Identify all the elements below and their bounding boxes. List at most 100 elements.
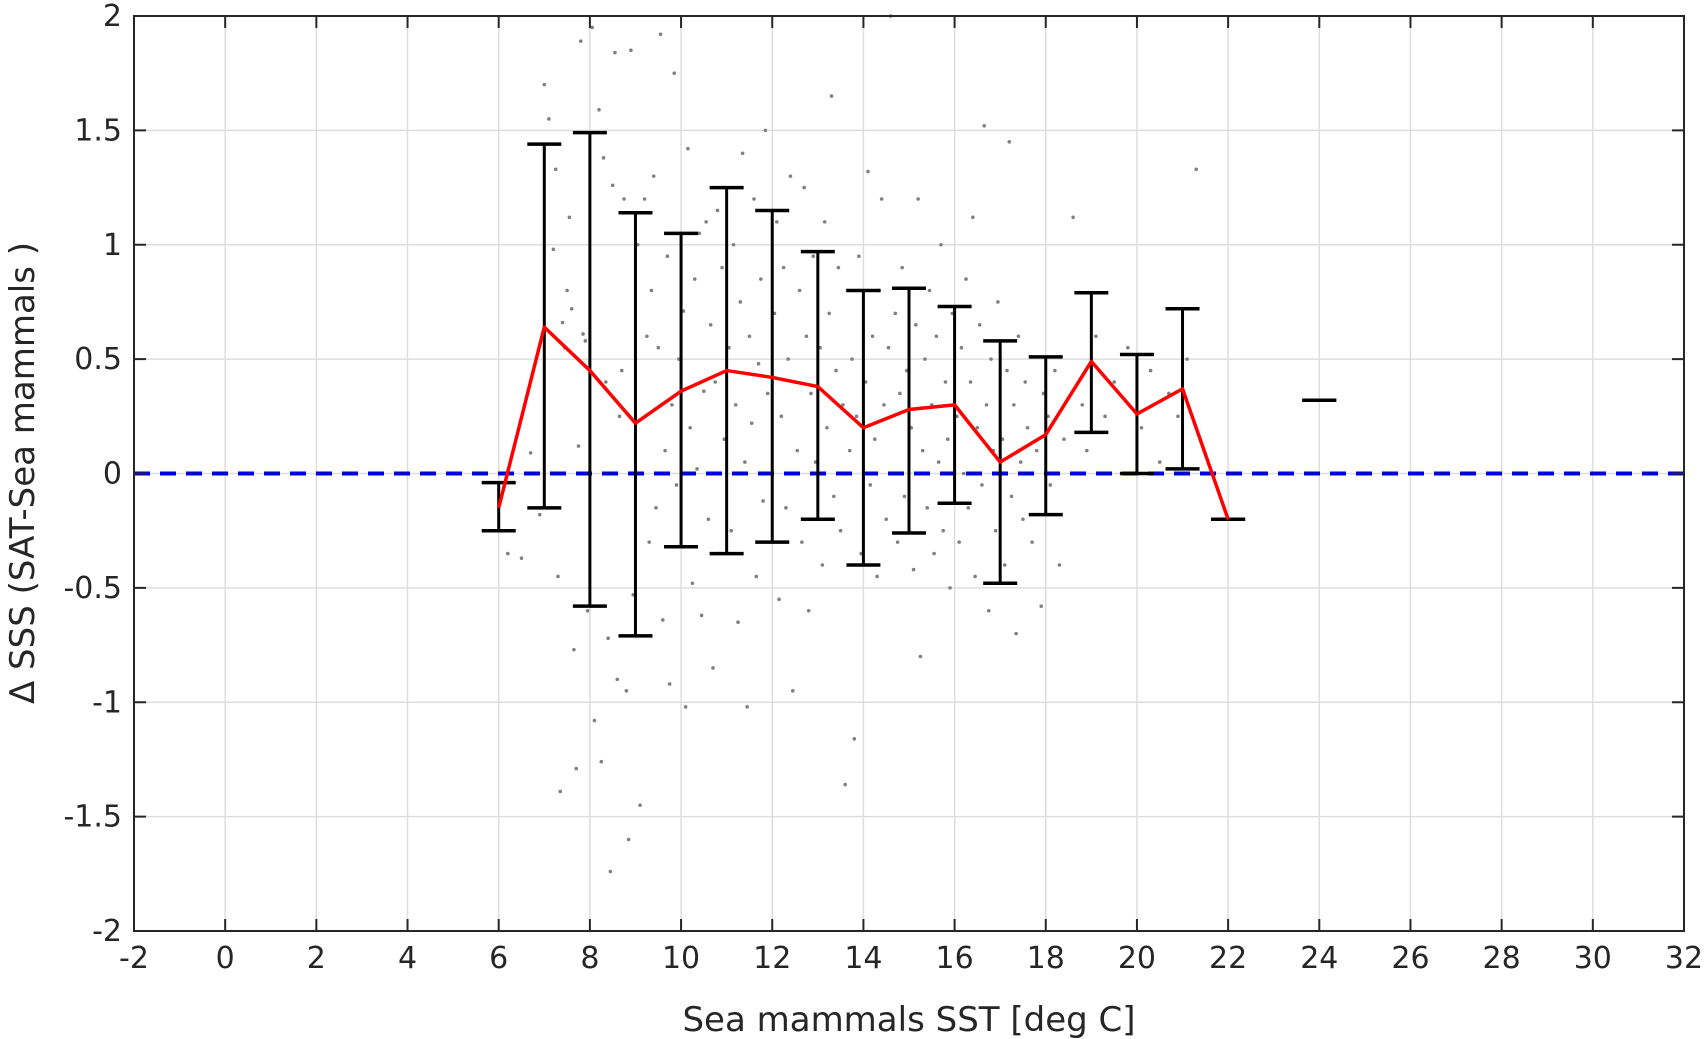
scatter-point <box>1014 631 1018 636</box>
scatter-point <box>884 517 889 522</box>
scatter-point <box>850 357 854 361</box>
scatter-point <box>838 528 843 533</box>
scatter-point <box>585 608 590 613</box>
scatter-point <box>713 380 718 384</box>
x-tick-label: 24 <box>1300 941 1338 976</box>
scatter-point <box>651 174 656 178</box>
x-tick-label: 10 <box>662 941 700 976</box>
scatter-point <box>569 307 574 311</box>
y-tick-label: -1.5 <box>63 800 122 835</box>
scatter-point <box>941 528 945 533</box>
scatter-point <box>624 689 629 693</box>
scatter-point <box>986 608 991 613</box>
scatter-point <box>1002 563 1007 567</box>
scatter-point <box>1030 540 1034 544</box>
scatter-point <box>645 334 649 339</box>
y-tick-label: 1 <box>103 228 122 263</box>
x-tick-label: 32 <box>1665 941 1703 976</box>
scatter-point <box>572 647 576 652</box>
scatter-point <box>1176 414 1180 419</box>
scatter-point <box>966 506 971 510</box>
y-tick-label: -2 <box>92 914 122 949</box>
scatter-point <box>749 421 754 425</box>
scatter-point <box>784 506 788 510</box>
scatter-point <box>695 467 699 471</box>
scatter-point <box>925 506 930 510</box>
scatter-point <box>610 183 615 188</box>
scatter-point <box>658 32 663 37</box>
scatter-point <box>968 380 973 384</box>
y-tick-label: -0.5 <box>63 571 122 606</box>
scatter-point <box>841 403 845 407</box>
scatter-point <box>663 448 667 453</box>
x-tick-label: 14 <box>844 941 882 976</box>
scatter-point <box>895 540 900 544</box>
scatter-point <box>822 220 827 224</box>
scatter-point <box>553 167 558 172</box>
scatter-point <box>608 869 613 874</box>
scatter-point <box>975 425 980 430</box>
x-tick-label: 8 <box>580 941 599 976</box>
scatter-point <box>690 581 695 586</box>
scatter-point <box>765 391 770 396</box>
scatter-point <box>574 766 579 771</box>
scatter-point <box>777 597 781 602</box>
scatter-point <box>879 197 884 201</box>
scatter-point <box>519 556 524 560</box>
scatter-point <box>560 320 565 325</box>
scatter-point <box>706 517 711 522</box>
scatter-point <box>752 197 756 201</box>
scatter-point <box>590 25 594 30</box>
scatter-point <box>731 242 736 247</box>
scatter-point <box>1139 425 1144 430</box>
scatter-point <box>528 451 533 455</box>
scatter-point <box>604 380 608 384</box>
scatter-point <box>759 277 763 281</box>
scatter-point <box>1094 334 1098 339</box>
scatter-point <box>923 357 927 361</box>
scatter-point <box>601 156 606 160</box>
scatter-point <box>774 220 779 224</box>
scatter-point <box>809 391 813 396</box>
scatter-point <box>868 483 873 487</box>
x-tick-label: 22 <box>1209 941 1247 976</box>
scatter-point <box>683 705 688 709</box>
scatter-point <box>882 403 886 407</box>
scatter-point <box>1084 448 1089 453</box>
scatter-point <box>1034 448 1039 453</box>
scatter-point <box>984 403 989 407</box>
scatter-point <box>656 345 661 350</box>
scatter-point <box>1021 517 1025 522</box>
scatter-point <box>977 323 982 327</box>
scatter-point <box>1185 357 1189 361</box>
scatter-point <box>1148 368 1153 373</box>
scatter-point <box>1071 215 1075 220</box>
scatter-point <box>688 425 692 430</box>
scatter-point <box>622 197 626 201</box>
y-tick-labels: -2 -1.5 -1 -0.5 0 0.5 1 1.5 2 <box>63 0 122 949</box>
scatter-point <box>715 208 720 213</box>
x-tick-label: 2 <box>307 941 326 976</box>
scatter-point <box>900 265 904 270</box>
scatter-point <box>961 471 966 476</box>
x-axis-label: Sea mammals SST [deg C] <box>682 1000 1135 1039</box>
scatter-point <box>971 215 975 220</box>
scatter-point <box>763 128 768 133</box>
scatter-point <box>945 437 950 441</box>
scatter-point <box>692 277 697 281</box>
scatter-point <box>797 288 802 293</box>
y-axis-label: Δ SSS (SAT-Sea mammals ) <box>3 242 43 704</box>
scatter-point <box>661 618 665 622</box>
scatter-point <box>642 197 647 201</box>
scatter-point <box>993 528 998 533</box>
scatter-point <box>583 339 588 343</box>
scatter-point <box>875 574 879 579</box>
y-tick-label: -1 <box>92 685 122 720</box>
scatter-point <box>831 494 836 499</box>
scatter-point <box>825 425 829 430</box>
scatter-point <box>1053 368 1057 373</box>
scatter-point <box>973 574 977 579</box>
scatter-point <box>836 265 841 270</box>
scatter-point <box>1103 414 1107 419</box>
scatter-point <box>617 414 622 419</box>
